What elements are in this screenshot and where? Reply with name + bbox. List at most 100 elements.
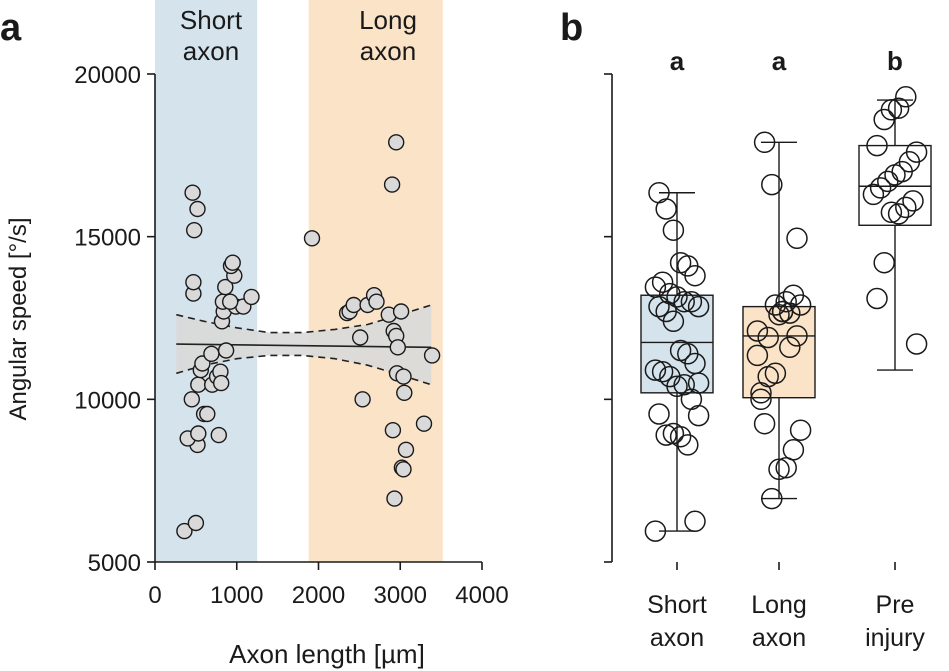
box-point bbox=[669, 339, 692, 362]
scatter-point bbox=[388, 134, 405, 151]
band-short bbox=[155, 0, 258, 562]
box-point bbox=[779, 302, 801, 324]
box-point bbox=[644, 276, 667, 298]
scatter-point bbox=[397, 441, 415, 458]
scatter-point bbox=[423, 347, 441, 364]
box-point bbox=[768, 458, 790, 481]
box-point bbox=[782, 284, 805, 306]
box-point bbox=[782, 439, 805, 461]
panel-a: a Short axon Long axon 50001000015000200… bbox=[0, 0, 509, 669]
box-point bbox=[655, 424, 677, 446]
box-point bbox=[887, 203, 910, 225]
box-point bbox=[895, 196, 917, 219]
box-point bbox=[673, 373, 695, 396]
scatter-point bbox=[212, 374, 230, 392]
box-point bbox=[902, 190, 924, 212]
x-tick-label: 2000 bbox=[292, 582, 345, 609]
scatter-point bbox=[384, 422, 402, 439]
scatter-point bbox=[392, 303, 410, 320]
box-point bbox=[651, 360, 674, 383]
scatter-point bbox=[217, 278, 234, 296]
box-point bbox=[789, 419, 812, 441]
box-point bbox=[786, 227, 808, 250]
x-tick-label: 3000 bbox=[374, 582, 427, 609]
box-point bbox=[673, 290, 695, 313]
category-label-line1: Long bbox=[751, 591, 807, 619]
box-point bbox=[648, 181, 670, 204]
x-tick-label: 1000 bbox=[210, 582, 263, 609]
box-point bbox=[761, 487, 783, 510]
scatter-point bbox=[184, 184, 201, 201]
box-point bbox=[775, 290, 797, 313]
scatter-point bbox=[187, 514, 205, 532]
panel-a-label: a bbox=[0, 7, 22, 49]
box-point bbox=[644, 359, 667, 381]
box-point bbox=[684, 510, 706, 533]
category-label-line1: Short bbox=[647, 591, 707, 619]
significance-letter: a bbox=[670, 46, 685, 76]
long-band-label-line2: axon bbox=[360, 36, 416, 66]
scatter-point bbox=[243, 288, 260, 306]
box-point bbox=[862, 183, 885, 206]
scatter-point bbox=[221, 293, 239, 310]
box-point bbox=[753, 412, 776, 435]
box-point bbox=[764, 294, 787, 316]
box-point bbox=[662, 219, 685, 241]
panel-b: b a Short axon a Long axon b Pre injury bbox=[560, 7, 932, 652]
scatter-point bbox=[183, 391, 201, 408]
y-tick-label: 5000 bbox=[88, 550, 141, 577]
scatter-point bbox=[415, 415, 433, 432]
scatter-point bbox=[389, 339, 406, 356]
panel-b-label: b bbox=[560, 7, 583, 49]
box-point bbox=[659, 282, 681, 305]
box-point bbox=[880, 201, 903, 224]
category-label-line2: axon bbox=[752, 624, 806, 652]
box-point bbox=[750, 382, 772, 404]
scatter-point bbox=[217, 342, 235, 359]
scatter-point bbox=[396, 384, 413, 401]
box-point bbox=[779, 336, 801, 359]
box-point bbox=[746, 344, 769, 367]
scatter-point bbox=[210, 426, 228, 444]
box-point bbox=[750, 388, 772, 411]
y-tick-label: 10000 bbox=[74, 387, 141, 414]
scatter-point bbox=[190, 425, 207, 442]
box-point bbox=[873, 251, 895, 274]
scatter-point bbox=[203, 345, 220, 362]
x-tick-label: 4000 bbox=[455, 582, 508, 609]
box-point bbox=[768, 303, 790, 326]
scatter-point bbox=[345, 296, 362, 314]
y-tick-label: 20000 bbox=[74, 62, 141, 89]
scatter-point bbox=[354, 391, 371, 408]
x-axis-label: Axon length [µm] bbox=[229, 639, 425, 669]
box-point bbox=[887, 97, 910, 119]
short-band-label-line1: Short bbox=[180, 5, 243, 35]
box-point bbox=[746, 320, 769, 342]
box-point bbox=[659, 365, 681, 388]
box-point bbox=[877, 170, 899, 193]
box-point bbox=[644, 520, 667, 542]
box-point bbox=[869, 177, 892, 199]
significance-letter: b bbox=[887, 46, 903, 76]
scatter-point bbox=[190, 376, 207, 393]
scatter-point bbox=[224, 254, 241, 271]
box-point bbox=[753, 131, 776, 154]
scatter-point bbox=[395, 368, 412, 385]
category-label-line2: injury bbox=[865, 624, 925, 652]
short-band-label-line2: axon bbox=[183, 36, 239, 66]
scatter-point bbox=[189, 200, 206, 218]
box-point bbox=[651, 271, 674, 293]
significance-letter: a bbox=[772, 46, 787, 76]
band-long bbox=[308, 0, 443, 562]
x-tick-label: 0 bbox=[148, 582, 161, 609]
box-point bbox=[662, 422, 685, 445]
fit-line bbox=[176, 343, 432, 349]
category-label-line2: axon bbox=[650, 624, 704, 652]
box-point bbox=[687, 372, 710, 394]
box-point bbox=[786, 325, 808, 347]
category-label-line1: Pre bbox=[876, 591, 915, 619]
scatter-point bbox=[185, 221, 203, 239]
scatter-point bbox=[395, 461, 412, 478]
box-point bbox=[648, 403, 670, 425]
